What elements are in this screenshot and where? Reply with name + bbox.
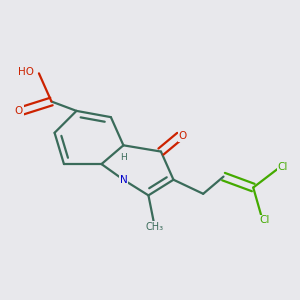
Text: CH₃: CH₃ [146, 222, 164, 232]
Text: Cl: Cl [259, 215, 269, 225]
Text: O: O [14, 106, 23, 116]
Text: HO: HO [18, 67, 34, 77]
Text: N: N [119, 175, 127, 185]
Text: Cl: Cl [278, 162, 288, 172]
Text: H: H [120, 153, 127, 162]
Text: O: O [179, 131, 187, 141]
